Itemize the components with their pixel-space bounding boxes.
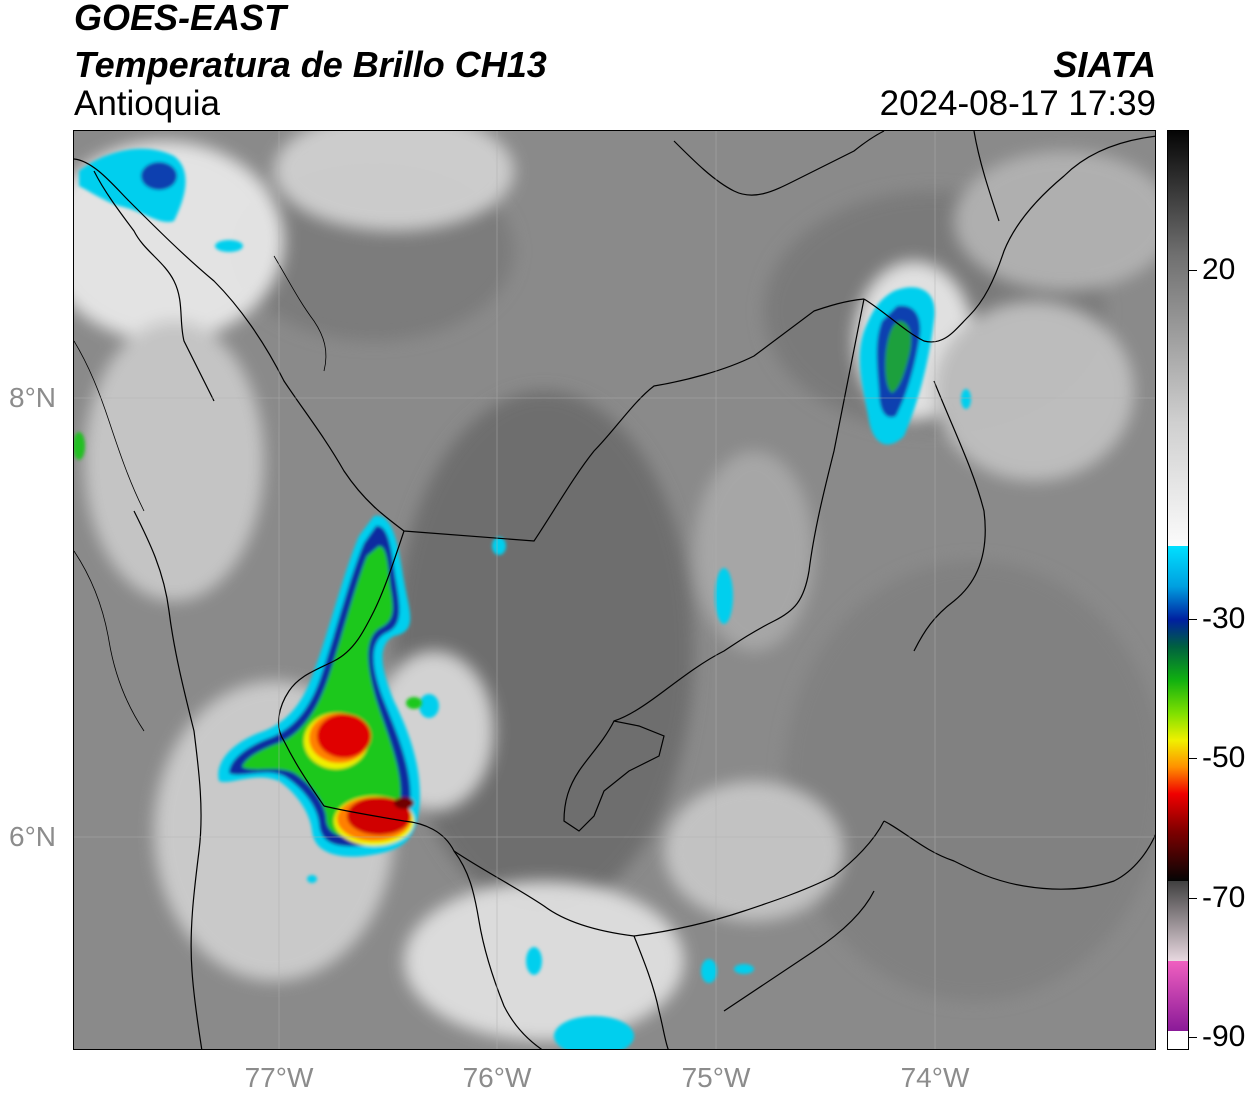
lon-label-76w: 76°W <box>462 1062 532 1093</box>
lon-label-77w: 77°W <box>244 1062 314 1093</box>
political-boundaries <box>74 131 1155 1049</box>
product-title: Temperatura de Brillo CH13 <box>74 44 547 85</box>
coastline <box>74 255 327 732</box>
satellite-title: GOES-EAST <box>74 0 287 38</box>
organization-label: SIATA <box>1053 44 1156 85</box>
colorbar-label-minus70: -70 <box>1202 881 1246 914</box>
colorbar-label-minus30: -30 <box>1202 602 1246 635</box>
colorbar-tick <box>1189 270 1197 271</box>
graticule <box>74 131 1155 1049</box>
colorbar-gradient <box>1168 131 1188 1049</box>
lon-label-75w: 75°W <box>681 1062 751 1093</box>
brightness-temperature-field <box>74 131 1155 1049</box>
colorbar-label-minus50: -50 <box>1202 741 1246 774</box>
region-label: Antioquia <box>74 84 220 123</box>
sw-convective-system <box>218 515 422 857</box>
lon-label-74w: 74°W <box>900 1062 970 1093</box>
colorbar-tick <box>1189 619 1197 620</box>
timestamp-label: 2024-08-17 17:39 <box>879 84 1156 123</box>
nw-cold-tops <box>74 148 243 460</box>
temperature-colorbar <box>1167 130 1189 1050</box>
scattered-cells <box>307 389 971 1049</box>
colorbar-label-minus90: -90 <box>1202 1020 1246 1053</box>
colorbar-label-20: 20 <box>1202 253 1236 286</box>
ne-convective-cell <box>859 287 935 445</box>
lat-label-6n: 6°N <box>9 821 56 852</box>
lat-label-8n: 8°N <box>9 382 56 413</box>
colorbar-tick <box>1189 758 1197 759</box>
satellite-map[interactable] <box>73 130 1156 1050</box>
colorbar-tick <box>1189 898 1197 899</box>
colorbar-tick <box>1189 1037 1197 1038</box>
